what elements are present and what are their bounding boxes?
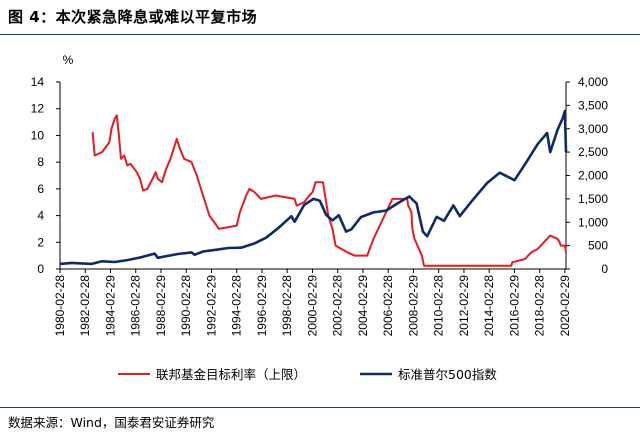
x-tick-label: 1982-02-28 — [78, 275, 92, 337]
right-tick-label: 3,500 — [578, 98, 608, 112]
x-tick-label: 1994-02-28 — [230, 275, 244, 337]
source-rule — [0, 407, 640, 408]
right-tick-label: 3,000 — [578, 122, 608, 136]
legend-label-fed-rate: 联邦基金目标利率（上限） — [156, 367, 306, 382]
figure-title: 图 4：本次紧急降息或难以平复市场 — [8, 8, 258, 26]
right-tick-label: 1,500 — [578, 192, 608, 206]
left-axis-ticks: 0 2 4 6 8 10 12 14 — [31, 75, 60, 276]
sp500-line — [59, 109, 568, 266]
x-tick-label: 1980-02-28 — [53, 275, 67, 337]
legend: 联邦基金目标利率（上限） 标准普尔500指数 — [118, 367, 497, 382]
left-tick-label: 8 — [37, 155, 44, 169]
chart: % 0 2 4 6 8 10 12 14 0 500 1,000 1,500 2,000 2,500 3,… — [31, 53, 609, 382]
right-tick-label: 2,000 — [578, 169, 608, 183]
y-unit-label: % — [63, 53, 74, 67]
right-tick-label: 500 — [588, 239, 608, 253]
x-tick-label: 2008-02-29 — [406, 275, 420, 337]
left-tick-label: 4 — [37, 209, 44, 223]
axes — [59, 82, 567, 270]
x-tick-label: 2016-02-29 — [507, 275, 521, 337]
data-source: 数据来源：Wind，国泰君安证券研究 — [8, 415, 215, 430]
x-tick-label: 1988-02-29 — [154, 275, 168, 337]
right-tick-label: 0 — [601, 262, 608, 276]
left-tick-label: 2 — [37, 235, 44, 249]
x-tick-label: 2014-02-28 — [482, 275, 496, 337]
x-tick-label: 1986-02-28 — [129, 275, 143, 337]
left-tick-label: 12 — [31, 102, 45, 116]
left-tick-label: 0 — [37, 262, 44, 276]
x-tick-label: 2018-02-28 — [533, 275, 547, 337]
series-lines — [59, 109, 568, 267]
left-tick-label: 6 — [37, 182, 44, 196]
fed-rate-line — [91, 114, 567, 267]
x-tick-label: 2004-02-29 — [356, 275, 370, 337]
x-tick-label: 2020-02-29 — [558, 275, 572, 337]
left-tick-label: 10 — [31, 128, 45, 142]
y-unit-label-group: % — [63, 53, 74, 67]
right-tick-label: 1,000 — [578, 215, 608, 229]
x-tick-label: 2006-02-28 — [381, 275, 395, 337]
right-axis-ticks: 0 500 1,000 1,500 2,000 2,500 3,000 3,500 4,000 — [566, 75, 608, 276]
x-tick-label: 1992-02-29 — [204, 275, 218, 337]
x-tick-label: 2002-02-28 — [331, 275, 345, 337]
x-axis-ticks: 1980-02-28 1982-02-28 1984-02-29 1986-02-28… — [53, 269, 572, 336]
x-tick-label: 1996-02-29 — [255, 275, 269, 337]
x-tick-label: 1990-02-28 — [179, 275, 193, 337]
right-tick-label: 2,500 — [578, 145, 608, 159]
x-tick-label: 1984-02-29 — [103, 275, 117, 337]
left-tick-label: 14 — [31, 75, 45, 89]
x-tick-label: 1998-02-28 — [280, 275, 294, 337]
title-rule — [0, 34, 640, 35]
x-tick-label: 2010-02-28 — [432, 275, 446, 337]
x-tick-label: 2012-02-29 — [457, 275, 471, 337]
x-tick-label: 2000-02-29 — [305, 275, 319, 337]
right-tick-label: 4,000 — [578, 75, 608, 89]
legend-label-sp500: 标准普尔500指数 — [398, 367, 497, 382]
